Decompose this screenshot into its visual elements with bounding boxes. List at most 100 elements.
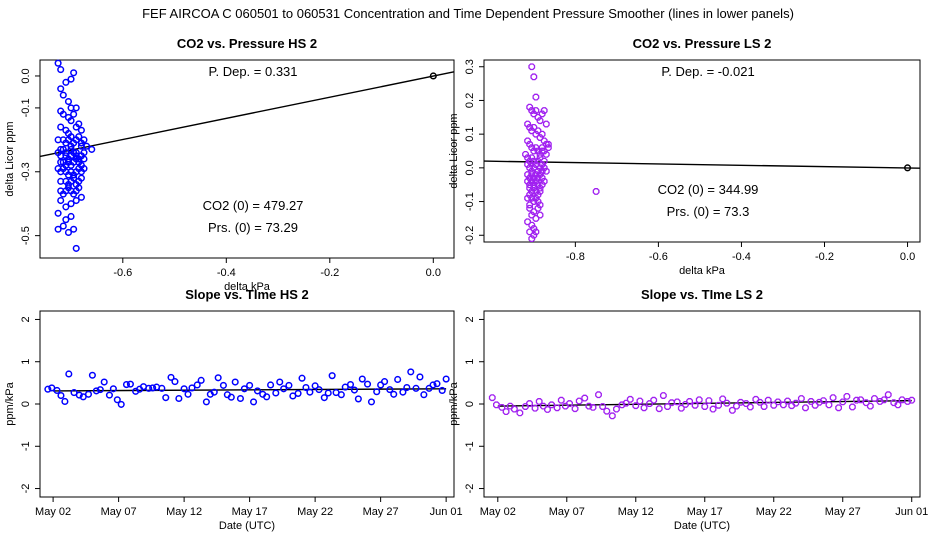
panel-title: Slope vs. TIme LS 2 [641, 287, 763, 302]
data-point [540, 177, 548, 185]
x-tick-label: Jun 01 [895, 506, 928, 518]
data-point [64, 136, 73, 144]
x-tick-label: May 07 [101, 506, 137, 518]
data-point [80, 149, 88, 157]
data-point [272, 389, 280, 397]
data-point [72, 104, 80, 112]
y-tick-label: 0 [20, 401, 32, 407]
x-tick-label: May 12 [618, 506, 654, 518]
data-point [57, 391, 65, 400]
data-point [701, 403, 709, 410]
data-point [544, 406, 551, 413]
data-point [898, 396, 906, 404]
data-point [67, 200, 75, 208]
data-point [64, 97, 73, 106]
data-point [536, 211, 544, 219]
data-point [510, 405, 518, 413]
data-point [214, 374, 222, 382]
data-point [328, 372, 336, 380]
data-point [792, 399, 800, 407]
data-point [524, 218, 532, 226]
data-point [88, 371, 96, 379]
data-point [171, 378, 179, 386]
x-axis-label: delta kPa [224, 281, 271, 293]
data-point [373, 388, 381, 396]
data-point [553, 404, 561, 412]
data-point [219, 381, 227, 389]
y-tick-label: 1 [20, 359, 32, 365]
data-point [57, 66, 65, 74]
fit-line [53, 388, 447, 392]
data-point [532, 194, 540, 202]
plot-frame [39, 310, 455, 498]
data-point [904, 398, 911, 405]
co2-zero-label: CO2 (0) = 344.99 [658, 182, 759, 197]
x-tick-label: -0.6 [649, 251, 668, 263]
data-point [857, 396, 865, 404]
ls-scatter-panel: CO2 vs. Pressure LS 2 -0.8 -0.6 -0.4 -0.2 0.0… [448, 36, 921, 277]
data-point [381, 378, 389, 386]
data-point [566, 400, 573, 408]
y-tick-label: -2 [20, 484, 32, 494]
y-tick-label: -0.3 [20, 162, 32, 181]
data-point [302, 383, 310, 392]
data-point [848, 403, 856, 411]
data-point [524, 120, 532, 128]
data-point [62, 203, 70, 211]
data-point [70, 225, 78, 233]
fit-line [483, 160, 921, 169]
pressure-dependence-label: P. Dep. = 0.331 [208, 64, 297, 79]
data-point [227, 393, 235, 401]
data-point [109, 385, 117, 393]
data-point [158, 384, 166, 392]
data-point [526, 228, 534, 236]
data-point [871, 395, 878, 402]
y-axis-label: ppm/kPa [448, 381, 460, 425]
data-point [77, 193, 85, 201]
data-point [62, 216, 70, 224]
data-point [180, 385, 188, 393]
data-point [167, 373, 175, 381]
data-point [250, 398, 258, 406]
data-point [534, 198, 542, 205]
data-point [538, 147, 546, 155]
data-point [412, 384, 420, 392]
data-point [548, 401, 556, 409]
data-point [526, 103, 534, 111]
data-point [425, 384, 433, 392]
data-point [876, 398, 884, 405]
data-point [544, 140, 552, 148]
data-point [526, 201, 534, 209]
data-point [815, 398, 823, 406]
data-point [526, 140, 534, 148]
data-point [62, 78, 70, 86]
data-point [538, 110, 546, 118]
data-point [54, 59, 62, 67]
data-point [536, 154, 544, 162]
y-tick-label: 0.0 [20, 68, 32, 83]
data-point [80, 165, 88, 173]
x-tick-label: -0.4 [732, 251, 751, 263]
data-point [626, 395, 634, 403]
co2-zero-label: CO2 (0) = 479.27 [203, 198, 304, 213]
data-point [61, 397, 69, 406]
y-tick-label: 0.0 [464, 160, 476, 175]
data-point [62, 149, 70, 157]
data-point [866, 402, 874, 410]
data-point [571, 405, 579, 413]
data-point [72, 244, 80, 252]
y-axis-label: ppm/kPa [4, 381, 16, 425]
data-point [350, 386, 358, 394]
data-point [636, 397, 644, 405]
y-tick-label: 2 [20, 316, 32, 322]
data-point [92, 387, 100, 395]
data-point [113, 396, 121, 404]
y-tick-label: -0.5 [20, 226, 32, 245]
data-point [59, 222, 67, 230]
data-point [358, 375, 366, 383]
origin-point [903, 164, 912, 172]
data-point [416, 373, 424, 381]
data-point [575, 397, 583, 405]
y-axis-label: delta Licor ppm [448, 113, 460, 188]
data-point [839, 398, 847, 406]
